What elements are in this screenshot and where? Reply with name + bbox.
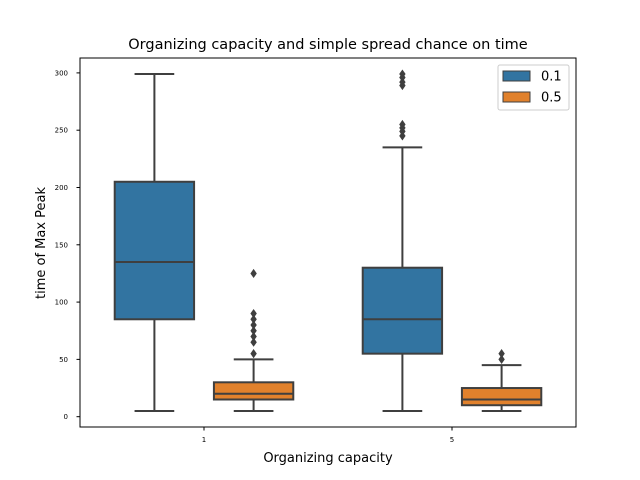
y-tick-label: 250: [55, 127, 68, 135]
box-group: [212, 268, 295, 412]
box-group: [460, 349, 543, 412]
box-group: [361, 69, 444, 412]
legend-swatch: [502, 70, 531, 82]
axes: 0 50 100 150 200 250 300 1 5: [55, 57, 577, 444]
box-iqr: [460, 387, 543, 407]
outlier-point: [250, 326, 257, 336]
outlier-point: [498, 354, 505, 364]
legend-label: 0.5: [541, 91, 562, 106]
outlier-point: [250, 314, 257, 324]
y-tick-label: 300: [55, 69, 68, 77]
box-iqr: [113, 180, 196, 321]
y-axis-label: time of Max Peak: [34, 187, 49, 300]
x-axis-label: Organizing capacity: [263, 451, 393, 466]
outlier-point: [250, 349, 257, 359]
outlier-point: [399, 69, 406, 79]
chart-title: Organizing capacity and simple spread ch…: [128, 37, 528, 53]
box-iqr: [212, 381, 295, 401]
outlier-point: [498, 349, 505, 359]
legend-swatch: [502, 91, 531, 103]
outlier-point: [250, 337, 257, 347]
box-iqr: [361, 266, 444, 355]
outlier-point: [250, 268, 257, 279]
x-tick-label: 5: [450, 436, 454, 444]
y-tick-label: 0: [64, 413, 68, 421]
y-tick-label: 50: [59, 356, 68, 364]
y-tick-label: 200: [55, 184, 68, 192]
box-group: [113, 73, 196, 412]
x-tick-label: 1: [202, 436, 206, 444]
y-tick-label: 100: [55, 299, 68, 307]
y-tick-label: 150: [55, 241, 68, 249]
outlier-point: [250, 308, 257, 319]
legend-label: 0.1: [541, 70, 562, 85]
outlier-point: [250, 320, 257, 330]
plot-frame: [79, 57, 577, 428]
plot-area: [113, 69, 543, 412]
legend: 0.10.5: [497, 64, 570, 111]
outlier-point: [399, 119, 406, 130]
outlier-point: [250, 331, 257, 342]
